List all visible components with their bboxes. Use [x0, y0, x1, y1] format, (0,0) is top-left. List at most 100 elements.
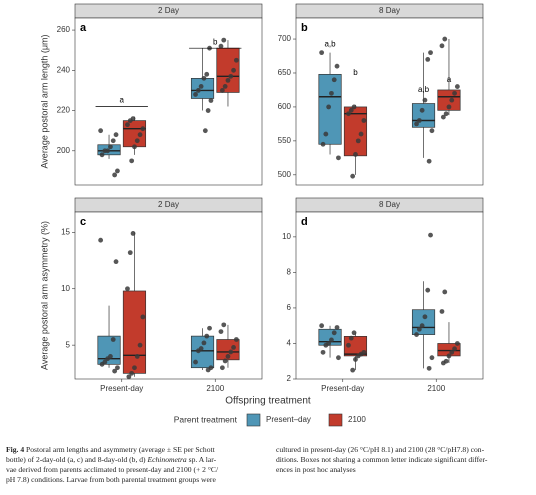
point [350, 173, 356, 179]
point [419, 323, 425, 329]
point [331, 77, 337, 83]
point [361, 118, 367, 123]
point [439, 309, 445, 314]
point [326, 104, 332, 110]
y-tick-label: 8 [287, 268, 292, 277]
point [336, 155, 341, 161]
point [113, 132, 119, 138]
strip-label: 2 Day [158, 6, 179, 15]
x-tick-label: Present-day [100, 384, 143, 393]
point [233, 57, 239, 63]
point [205, 367, 211, 373]
point [222, 84, 228, 89]
point [225, 77, 231, 83]
y-tick-label: 550 [278, 136, 292, 145]
point [221, 322, 227, 328]
point [440, 360, 446, 366]
point [127, 118, 133, 124]
point [440, 114, 446, 120]
point [334, 325, 340, 330]
point [414, 332, 419, 337]
point [225, 354, 231, 359]
point [129, 370, 135, 376]
legend-title: Parent treatment [174, 414, 238, 424]
point [320, 141, 326, 147]
point [442, 289, 448, 295]
point [110, 337, 116, 342]
point [449, 349, 455, 355]
point [449, 97, 455, 103]
point [127, 250, 133, 256]
caption-text: bottle) of 2-day-old (a, c) and 8-day-ol… [6, 455, 148, 464]
caption-right: cultured in present-day (26 °C/pH 8.1) a… [276, 445, 524, 475]
panel-label: c [80, 216, 86, 228]
y-axis-title: Average postoral arm asymmetry (%) [39, 221, 49, 370]
caption-line: ences in post hoc analyses [276, 465, 356, 474]
point [355, 138, 361, 144]
panel-label: d [301, 216, 308, 228]
point [446, 353, 452, 359]
point [201, 75, 207, 81]
point [323, 131, 329, 137]
point [99, 361, 105, 367]
legend-swatch [328, 413, 343, 427]
point [112, 368, 118, 374]
y-tick-label: 600 [278, 102, 292, 111]
point [219, 88, 225, 93]
box [190, 335, 215, 369]
point [346, 111, 351, 117]
point [351, 330, 357, 336]
caption-line: vae derived from parents acclimated to p… [6, 465, 219, 474]
point [134, 138, 140, 144]
point [454, 84, 460, 89]
point [426, 365, 432, 371]
caption-italic: Echinometra [147, 455, 187, 464]
strip-label: 2 Day [158, 200, 179, 209]
point [319, 323, 325, 329]
point [439, 43, 445, 49]
point [329, 90, 334, 96]
point [425, 287, 431, 293]
point [98, 128, 104, 134]
point [140, 314, 146, 320]
x-axis-title: Offspring treatment [225, 396, 311, 407]
point [419, 107, 425, 113]
y-tick-label: 5 [66, 340, 71, 349]
point [112, 172, 118, 178]
point [355, 353, 361, 359]
point [331, 330, 337, 336]
point [115, 168, 120, 174]
caption-label: Fig. 4 [6, 445, 25, 454]
point [99, 152, 105, 158]
y-tick-label: 650 [278, 68, 292, 77]
point [231, 345, 236, 350]
significance-label: a [120, 96, 125, 105]
box [97, 335, 121, 365]
point [218, 329, 224, 335]
box [343, 336, 368, 357]
point [208, 98, 214, 103]
caption-text: Postoral arm lengths and asymmetry (aver… [24, 445, 215, 454]
point [429, 355, 435, 361]
y-tick-label: 240 [57, 65, 71, 74]
y-tick-label: 4 [287, 339, 292, 348]
point [353, 357, 358, 362]
y-axis-title: Average postoral arm length (μm) [39, 34, 49, 168]
point [130, 231, 136, 236]
point [351, 104, 357, 110]
point [195, 88, 201, 93]
point [205, 108, 211, 113]
significance-label: a,b [324, 40, 336, 49]
y-tick-label: 6 [287, 303, 292, 312]
strip-label: 8 Day [379, 6, 400, 15]
point [231, 67, 236, 73]
point [425, 57, 431, 62]
y-tick-label: 10 [61, 284, 70, 293]
point [115, 365, 120, 371]
box [318, 73, 342, 145]
point [323, 342, 329, 348]
point [132, 144, 137, 150]
x-tick-label: 2100 [427, 384, 445, 393]
x-tick-label: Present-day [321, 384, 364, 393]
point [358, 131, 364, 137]
